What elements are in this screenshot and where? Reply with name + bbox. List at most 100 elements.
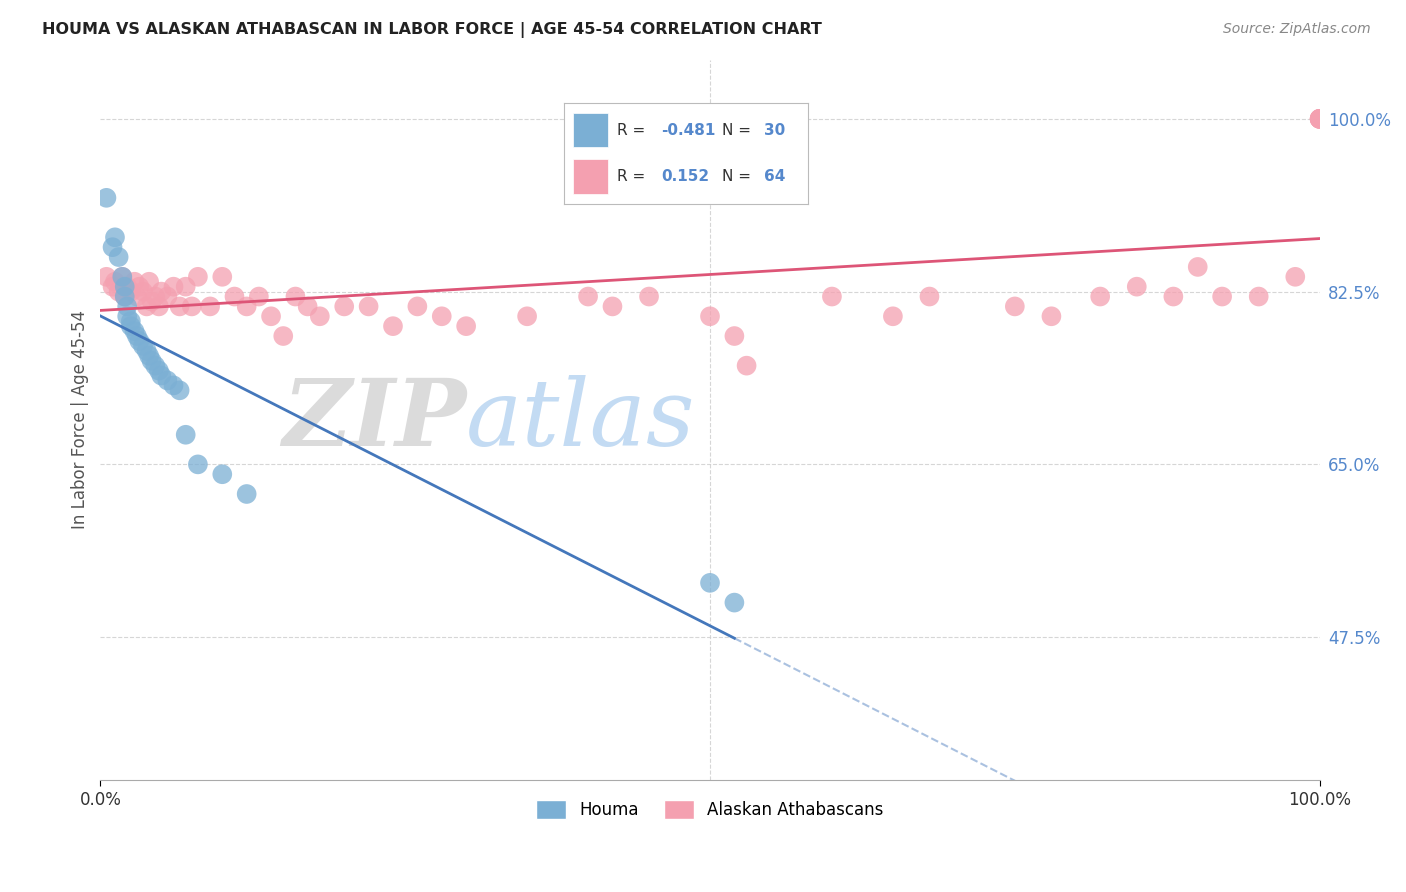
Point bbox=[1309, 112, 1331, 126]
Point bbox=[132, 339, 155, 353]
Point bbox=[128, 279, 150, 293]
Point bbox=[284, 289, 307, 303]
Point bbox=[138, 275, 160, 289]
Point bbox=[211, 467, 233, 482]
Point bbox=[120, 319, 142, 334]
Point bbox=[333, 300, 356, 314]
Point bbox=[187, 269, 209, 284]
Point bbox=[132, 285, 155, 299]
Point bbox=[120, 285, 142, 299]
Point bbox=[115, 310, 138, 324]
Point bbox=[406, 300, 429, 314]
Point bbox=[260, 310, 283, 324]
Point bbox=[821, 289, 844, 303]
Point bbox=[180, 300, 202, 314]
Text: atlas: atlas bbox=[467, 375, 696, 465]
Point bbox=[124, 275, 146, 289]
Text: HOUMA VS ALASKAN ATHABASCAN IN LABOR FORCE | AGE 45-54 CORRELATION CHART: HOUMA VS ALASKAN ATHABASCAN IN LABOR FOR… bbox=[42, 22, 823, 38]
Point bbox=[148, 363, 170, 377]
Point bbox=[115, 300, 138, 314]
Point bbox=[114, 279, 136, 293]
Point bbox=[456, 319, 478, 334]
Point bbox=[111, 269, 134, 284]
Point bbox=[1247, 289, 1270, 303]
Point bbox=[516, 310, 538, 324]
Point bbox=[125, 329, 148, 343]
Point bbox=[143, 359, 166, 373]
Point bbox=[125, 289, 148, 303]
Point bbox=[699, 575, 721, 590]
Point bbox=[114, 289, 136, 303]
Point bbox=[1309, 112, 1331, 126]
Point bbox=[1004, 300, 1026, 314]
Point bbox=[128, 334, 150, 348]
Point bbox=[235, 300, 257, 314]
Point bbox=[735, 359, 758, 373]
Point bbox=[115, 279, 138, 293]
Point bbox=[101, 240, 124, 254]
Point bbox=[723, 596, 745, 610]
Point bbox=[247, 289, 270, 303]
Point bbox=[143, 289, 166, 303]
Point bbox=[138, 349, 160, 363]
Point bbox=[174, 427, 197, 442]
Text: Source: ZipAtlas.com: Source: ZipAtlas.com bbox=[1223, 22, 1371, 37]
Point bbox=[308, 310, 330, 324]
Point bbox=[156, 374, 179, 388]
Point bbox=[169, 384, 191, 398]
Point bbox=[1040, 310, 1063, 324]
Point bbox=[187, 458, 209, 472]
Legend: Houma, Alaskan Athabascans: Houma, Alaskan Athabascans bbox=[530, 794, 890, 826]
Point bbox=[162, 378, 184, 392]
Point bbox=[918, 289, 941, 303]
Point bbox=[141, 353, 163, 368]
Text: ZIP: ZIP bbox=[281, 375, 467, 465]
Point bbox=[1163, 289, 1185, 303]
Point bbox=[1211, 289, 1233, 303]
Point bbox=[150, 368, 173, 383]
Point bbox=[150, 285, 173, 299]
Point bbox=[1284, 269, 1306, 284]
Point bbox=[135, 343, 157, 358]
Point bbox=[107, 250, 129, 264]
Point bbox=[107, 285, 129, 299]
Point bbox=[1187, 260, 1209, 274]
Point bbox=[111, 269, 134, 284]
Point bbox=[120, 314, 142, 328]
Point bbox=[104, 275, 127, 289]
Point bbox=[430, 310, 453, 324]
Point bbox=[96, 191, 118, 205]
Point bbox=[135, 300, 157, 314]
Point bbox=[1126, 279, 1149, 293]
Point bbox=[148, 300, 170, 314]
Point bbox=[723, 329, 745, 343]
Point bbox=[1309, 112, 1331, 126]
Y-axis label: In Labor Force | Age 45-54: In Labor Force | Age 45-54 bbox=[72, 310, 89, 530]
Point bbox=[211, 269, 233, 284]
Point bbox=[141, 294, 163, 309]
Point bbox=[1309, 112, 1331, 126]
Point bbox=[156, 289, 179, 303]
Point bbox=[576, 289, 599, 303]
Point bbox=[96, 269, 118, 284]
Point bbox=[357, 300, 380, 314]
Point bbox=[174, 279, 197, 293]
Point bbox=[699, 310, 721, 324]
Point bbox=[382, 319, 405, 334]
Point bbox=[638, 289, 661, 303]
Point bbox=[235, 487, 257, 501]
Point bbox=[169, 300, 191, 314]
Point bbox=[297, 300, 319, 314]
Point bbox=[224, 289, 246, 303]
Point bbox=[882, 310, 904, 324]
Point bbox=[104, 230, 127, 244]
Point bbox=[124, 324, 146, 338]
Point bbox=[1088, 289, 1111, 303]
Point bbox=[1309, 112, 1331, 126]
Point bbox=[602, 300, 624, 314]
Point bbox=[198, 300, 221, 314]
Point bbox=[271, 329, 294, 343]
Point bbox=[162, 279, 184, 293]
Point bbox=[114, 289, 136, 303]
Point bbox=[101, 279, 124, 293]
